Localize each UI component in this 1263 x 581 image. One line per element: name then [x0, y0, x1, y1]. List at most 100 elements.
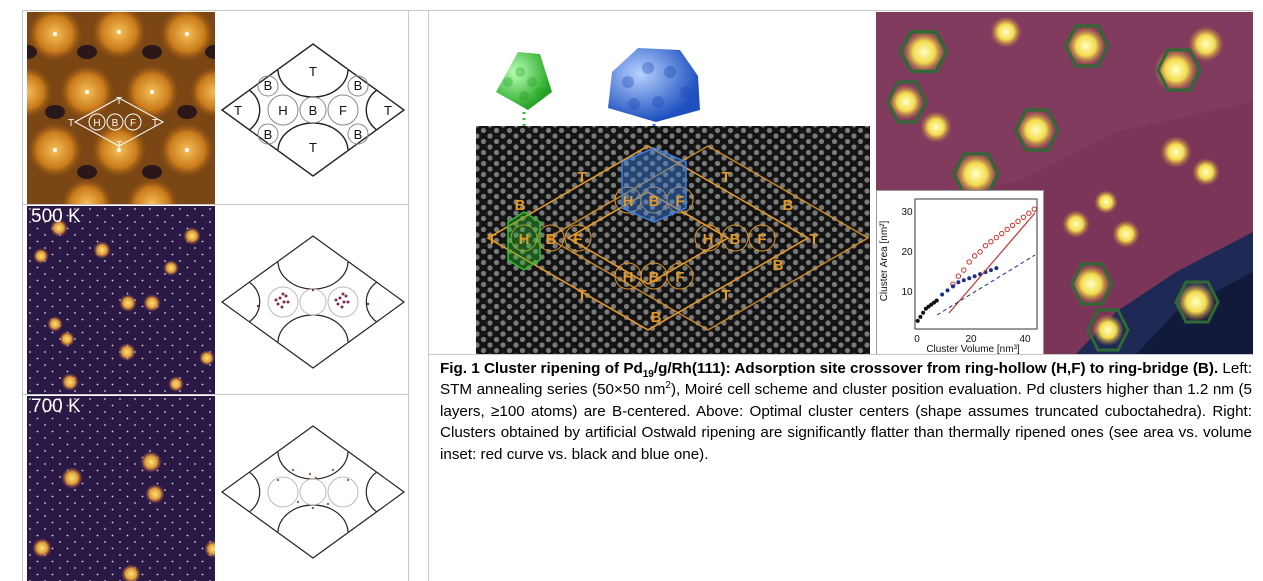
model-site-h: H — [623, 193, 634, 210]
inset-series-1-point — [967, 276, 972, 281]
inset-series-0-point — [982, 243, 989, 249]
inset-series-1-point — [988, 268, 993, 273]
model-site-h-3: H — [703, 231, 714, 248]
scheme-t-bottom: T — [309, 140, 317, 155]
stm-image-700k: 700 K — [27, 396, 215, 581]
inset-series-1-point — [956, 280, 961, 285]
x-axis-label: Cluster Volume [nm³] — [926, 344, 1020, 354]
inset-series-1-point — [961, 278, 966, 283]
cluster-model-figure: H B F H B F H B F H B F T T T T T T B B … — [448, 12, 870, 354]
model-site-f-4: F — [675, 269, 684, 286]
row-divider-1 — [22, 204, 408, 205]
scheme-b-top-left: B — [264, 78, 273, 93]
inset-series-2-point — [934, 298, 939, 303]
model-site-h-2: H — [519, 231, 530, 248]
y-axis-label: Cluster Area [nm²] — [879, 220, 890, 301]
y-tick-20: 20 — [901, 247, 913, 258]
scheme-b-bottom-left: B — [264, 127, 273, 142]
ostwald-stm-image: 0 20 40 10 20 30 Cluster Volume [nm³] Cl… — [876, 12, 1253, 354]
area-volume-inset-chart: 0 20 40 10 20 30 Cluster Volume [nm³] Cl… — [876, 190, 1044, 354]
scheme-t-top: T — [309, 64, 317, 79]
inset-series-1-point — [945, 288, 950, 293]
temperature-label-700k: 700 K — [31, 396, 81, 417]
inset-series-0-point — [955, 273, 962, 279]
inset-series-0-point — [1020, 214, 1027, 220]
inset-series-0-point — [1015, 218, 1021, 225]
position-evaluation-700k — [218, 422, 408, 562]
model-site-t-right: T — [809, 231, 818, 248]
inset-series-0-point — [971, 253, 978, 259]
scheme-b-top-right: B — [354, 78, 363, 93]
model-site-t-upleft: T — [577, 169, 586, 186]
model-site-t-downleft: T — [577, 287, 586, 304]
inset-series-0-point — [961, 267, 967, 273]
inset-series-0-point — [1009, 222, 1016, 229]
caption-body-a: Left: STM annealing series (50×50 nm — [440, 360, 1252, 399]
model-site-b-bottom: B — [651, 309, 662, 326]
blue-cluster-footprint — [621, 147, 687, 223]
x-tick-0: 0 — [914, 334, 920, 345]
scheme-b-center: B — [309, 103, 318, 118]
moire-site-h: H — [93, 118, 100, 129]
inset-series-0-point — [1031, 206, 1037, 212]
caption-title-sub: 19 — [642, 369, 654, 381]
figure-caption: Fig. 1 Cluster ripening of Pd19/g/Rh(111… — [440, 358, 1252, 465]
y-tick-30: 30 — [901, 207, 913, 218]
green-cluster-footprint — [507, 211, 541, 271]
inset-series-0-point — [993, 234, 1000, 241]
caption-body-b: ), Moiré cell scheme and cluster positio… — [440, 381, 1252, 463]
inset-series-1-point — [972, 274, 977, 279]
model-site-h-4: H — [623, 269, 634, 286]
caption-top-border — [428, 354, 1253, 355]
caption-title: Fig. 1 Cluster ripening of Pd19/g/Rh(111… — [440, 360, 1219, 381]
moire-site-t-top: T — [116, 96, 122, 107]
model-site-f-3: F — [757, 231, 766, 248]
y-tick-10: 10 — [901, 287, 913, 298]
model-site-b-4: B — [649, 269, 660, 286]
inset-series-1-point — [940, 292, 945, 297]
inset-series-1-point — [994, 266, 999, 271]
caption-title-b: /g/Rh(111): Adsorption site crossover fr… — [653, 360, 1219, 377]
caption-body-sup: 2 — [665, 380, 671, 392]
left-border — [22, 10, 23, 581]
inset-series-0-point — [1026, 210, 1032, 216]
scheme-t-right: T — [384, 103, 392, 118]
model-site-f-2: F — [573, 231, 582, 248]
caption-title-a: Fig. 1 Cluster ripening of Pd — [440, 360, 643, 377]
model-site-b-3: B — [730, 231, 741, 248]
scheme-f: F — [339, 103, 347, 118]
stm-image-moire: T H B F T T T — [27, 12, 215, 204]
inset-series-0-point — [1004, 226, 1010, 233]
moire-site-f: F — [130, 118, 136, 129]
inset-series-2-point — [921, 310, 926, 315]
model-site-b-downright: B — [773, 257, 784, 274]
moire-cell-scheme: T T T T B B B B H B F — [218, 40, 408, 180]
position-evaluation-500k — [218, 232, 408, 372]
model-site-t-downright: T — [721, 287, 730, 304]
temperature-label-500k: 500 K — [31, 206, 81, 227]
x-tick-20: 20 — [965, 334, 977, 345]
inset-series-0-point — [988, 238, 994, 245]
stm-image-500k: 500 K — [27, 206, 215, 394]
inset-series-1-point — [950, 284, 955, 289]
model-site-b-2: B — [546, 231, 557, 248]
model-site-f: F — [675, 193, 684, 210]
inset-series-0-point — [999, 230, 1005, 237]
model-site-t-left: T — [487, 231, 496, 248]
divider-left — [408, 10, 409, 581]
pd19-green-cluster — [496, 52, 552, 110]
moire-site-t-left: T — [68, 118, 74, 129]
model-site-t-upright: T — [721, 169, 730, 186]
large-blue-cluster — [608, 48, 700, 122]
inset-series-0-point — [977, 249, 983, 255]
x-tick-40: 40 — [1019, 334, 1031, 345]
top-border — [22, 10, 1253, 11]
inset-series-2-point — [918, 314, 923, 319]
moire-site-t-bottom: T — [116, 140, 122, 151]
inset-series-0-point — [966, 259, 972, 265]
scheme-t-left: T — [234, 103, 242, 118]
inset-series-2-point — [915, 318, 920, 323]
moire-site-b: B — [112, 118, 119, 129]
scheme-b-bottom-right: B — [354, 127, 363, 142]
model-site-b-upright: B — [783, 197, 794, 214]
